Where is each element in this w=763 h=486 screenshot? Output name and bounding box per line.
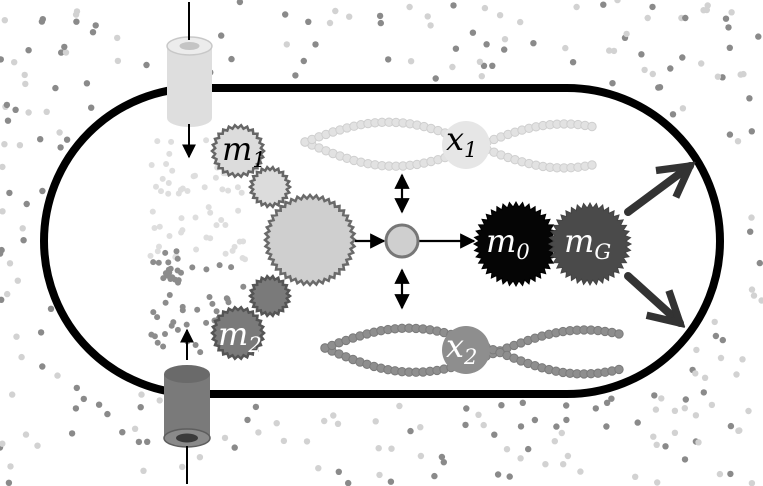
metabolite-m2-icon bbox=[210, 305, 266, 361]
enzyme-small-top-icon bbox=[247, 165, 293, 209]
growth-arrow-down bbox=[624, 272, 680, 323]
hub-metabolite bbox=[384, 223, 420, 259]
label-m0: m0 bbox=[486, 222, 530, 264]
cell-membrane bbox=[40, 84, 724, 398]
dna-strand-x1 bbox=[300, 117, 597, 173]
channel-bottom-icon bbox=[163, 365, 211, 448]
channel-top-icon bbox=[166, 36, 213, 127]
intracellular-particles bbox=[147, 137, 248, 359]
label-m2: m2 bbox=[218, 315, 262, 357]
label-m1: m1 bbox=[222, 130, 266, 172]
label-x1: x1 bbox=[446, 120, 477, 162]
metabolite-mG-icon bbox=[547, 201, 633, 287]
node-x1 bbox=[442, 121, 490, 169]
metabolite-m1-icon bbox=[210, 123, 266, 179]
enzyme-small-bottom-icon bbox=[247, 274, 293, 318]
growth-arrow-up bbox=[624, 166, 690, 216]
dna-strand-x2 bbox=[320, 323, 624, 379]
label-x2: x2 bbox=[446, 327, 477, 369]
node-x2 bbox=[442, 326, 490, 374]
enzyme-central-icon bbox=[263, 193, 357, 287]
label-mG: mG bbox=[564, 222, 611, 264]
